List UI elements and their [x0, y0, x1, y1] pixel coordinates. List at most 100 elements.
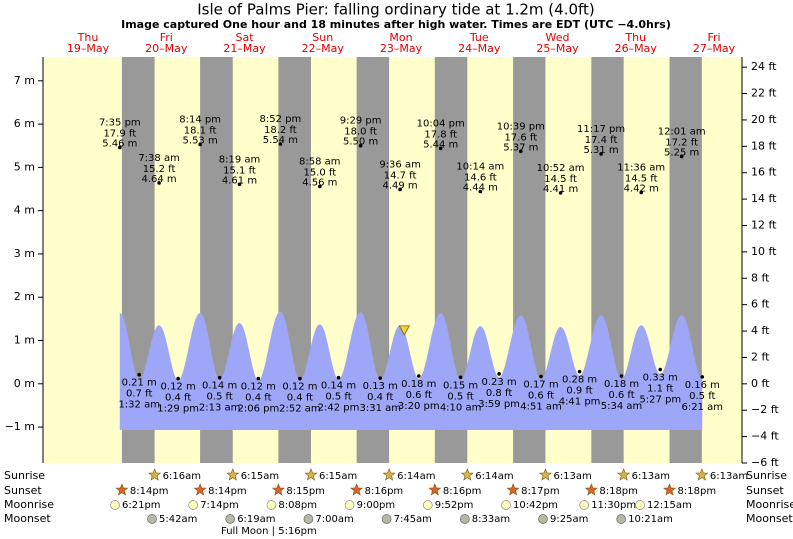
tide-label: 8:52 pm [260, 114, 302, 125]
sunset-time: 8:15pm [286, 486, 325, 497]
sunrise-time: 6:13am [632, 471, 670, 482]
tide-label: 0.4 ft [165, 393, 191, 404]
tide-point [478, 189, 483, 194]
tide-label: 4:41 pm [559, 397, 601, 408]
tide-label: 0.6 ft [608, 390, 634, 401]
tide-label: 0.17 m [523, 379, 558, 390]
tide-label: 0.16 m [685, 380, 720, 391]
tide-point [599, 152, 603, 156]
sunset-time: 8:16pm [443, 486, 482, 497]
moonrise-icon [501, 500, 511, 510]
tide-label: 4:10 am [440, 402, 482, 413]
sunset-time: 8:17pm [521, 486, 560, 497]
tide-label: 5.53 m [183, 135, 218, 146]
tide-label: 0.12 m [241, 382, 276, 393]
tide-point [298, 376, 302, 381]
sunrise-time: 6:15am [319, 471, 357, 482]
sunset-time: 8:18pm [678, 486, 717, 497]
y-tick-label: 4 m [14, 204, 35, 217]
tide-label: 2:13 am [199, 403, 241, 414]
sun-icon [115, 483, 129, 496]
day-date: 24–May [458, 42, 501, 55]
moonset-time: 7:00am [315, 514, 353, 525]
tide-point [118, 145, 122, 150]
tide-label: 14.5 ft [544, 174, 577, 185]
y2-tick-label: 4 ft [751, 324, 770, 337]
moonset-time: 10:21am [628, 514, 673, 525]
tide-label: 8:14 pm [179, 114, 221, 125]
tide-label: 0.12 m [282, 382, 317, 393]
tide-label: 0.23 m [481, 377, 516, 388]
tide-label: 8:19 am [219, 154, 261, 165]
sunrise-time: 6:13am [553, 471, 591, 482]
tide-label: 4.44 m [463, 183, 498, 194]
day-name: Thu [624, 31, 646, 44]
day-date: 19–May [67, 42, 110, 55]
moonrise-icon [422, 500, 433, 510]
tide-label: 10:14 am [456, 162, 504, 173]
tide-label: 4.49 m [382, 180, 417, 191]
tide-point [577, 369, 582, 374]
y-tick-label: 7 m [14, 74, 35, 87]
tide-label: 0.5 ft [447, 391, 473, 402]
tide-point [378, 376, 383, 380]
tide-label: 5.54 m [263, 135, 298, 146]
tide-label: 5.25 m [664, 148, 699, 159]
tide-label: 0.4 ft [287, 393, 313, 404]
moonrise-icon [188, 500, 199, 510]
tide-point [639, 190, 643, 195]
day-name: Mon [389, 31, 412, 44]
sunset-time: 8:14pm [130, 486, 169, 497]
current-marker [398, 325, 410, 336]
y2-tick-label: 20 ft [751, 113, 777, 126]
sunset-time: 8:18pm [599, 486, 638, 497]
tide-point [700, 375, 705, 379]
y-tick-label: 5 m [14, 160, 35, 173]
row-label: Moonset [4, 512, 51, 525]
moonrise-icon [266, 500, 277, 510]
sun-icon [506, 483, 520, 496]
sun-icon [538, 468, 552, 481]
tide-point [217, 375, 222, 380]
tide-label: 2:42 pm [318, 403, 360, 414]
tide-label: 5.31 m [583, 145, 618, 156]
day-name: Tue [469, 31, 489, 44]
sun-icon [584, 483, 598, 496]
y-tick-label: 1 m [14, 334, 35, 347]
tide-label: 18.2 ft [264, 125, 297, 136]
tide-label: 15.2 ft [143, 164, 176, 175]
moonrise-time: 9:52pm [435, 500, 474, 511]
moonset-time: 9:25am [550, 514, 588, 525]
tide-point [558, 191, 563, 195]
tide-point [176, 376, 180, 381]
tide-label: 10:52 am [537, 163, 585, 174]
tide-label: 17.2 ft [665, 138, 698, 149]
y2-tick-label: 2 ft [751, 350, 770, 363]
chart-subtitle: Image captured One hour and 18 minutes a… [121, 18, 671, 31]
day-name: Wed [546, 31, 570, 44]
sun-icon [271, 483, 285, 496]
tide-label: 0.5 ft [325, 392, 351, 403]
tide-point [497, 372, 501, 376]
day-name: Sat [235, 31, 254, 44]
moonset-icon [225, 514, 236, 524]
tide-label: 0.4 ft [245, 393, 271, 404]
moonset-time: 5:42am [159, 514, 197, 525]
moonrise-time: 7:14pm [200, 500, 239, 511]
sunset-time: 8:14pm [208, 486, 247, 497]
row-label: Moonrise [746, 498, 793, 511]
sun-icon [663, 483, 677, 496]
y-tick-label: 2 m [14, 290, 35, 303]
tide-label: 0.7 ft [126, 389, 152, 400]
moonrise-icon [344, 500, 355, 510]
row-label: Moonset [746, 512, 793, 525]
sunset-time: 8:16pm [365, 486, 404, 497]
tide-label: 14.7 ft [384, 170, 417, 181]
tide-label: 0.28 m [562, 375, 597, 386]
tide-label: 17.6 ft [504, 132, 537, 143]
tide-label: 5.37 m [503, 142, 538, 153]
tide-label: 0.5 ft [689, 391, 715, 402]
day-date: 23–May [380, 42, 423, 55]
row-label: Sunset [4, 484, 42, 497]
